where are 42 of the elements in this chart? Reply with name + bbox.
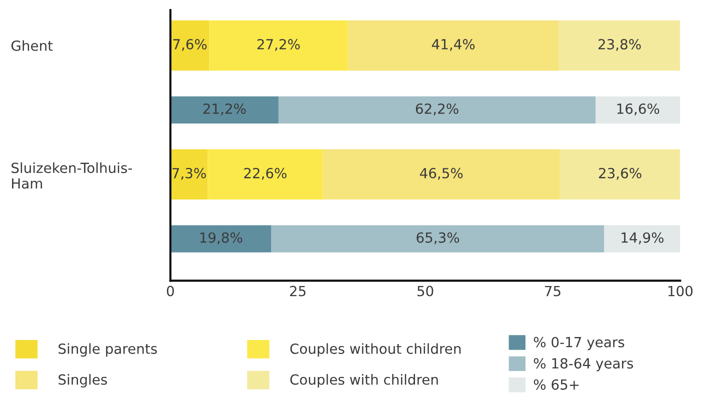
bar xyxy=(322,149,560,200)
bar xyxy=(170,149,208,200)
data-label: 46,5% xyxy=(420,168,463,180)
legend-label: % 65+ xyxy=(534,379,579,390)
data-label: 21,2% xyxy=(203,103,246,116)
data-label: 7,3% xyxy=(172,168,206,180)
data-label: 23,8% xyxy=(598,38,641,51)
bar xyxy=(170,225,272,252)
bar xyxy=(560,149,680,200)
y-tick-label: Sluizeken-Tolhuis-Ham xyxy=(12,162,132,189)
legend-label: % 0-17 years xyxy=(534,336,624,350)
bar xyxy=(170,20,210,71)
legend-label: % 18-64 years xyxy=(534,358,634,372)
legend-label: Couples with children xyxy=(290,374,438,388)
bar xyxy=(604,225,680,252)
x-tick-label: 0 xyxy=(166,286,174,296)
data-label: 23,6% xyxy=(598,168,642,180)
y-tick-label: Ghent xyxy=(11,40,53,51)
data-label: 65,3% xyxy=(416,232,460,244)
x-tick-label: 25 xyxy=(290,286,306,296)
data-label: 41,4% xyxy=(432,38,475,51)
legend-label: Singles xyxy=(58,374,107,388)
data-label: 19,8% xyxy=(200,232,242,244)
data-label: 27,2% xyxy=(257,38,300,51)
bar xyxy=(209,20,348,71)
data-label: 62,2% xyxy=(416,103,458,116)
data-label: 7,6% xyxy=(173,38,207,51)
x-tick-label: 50 xyxy=(418,286,434,296)
bar xyxy=(558,20,680,71)
bar xyxy=(596,96,680,124)
bar xyxy=(348,20,559,71)
bar xyxy=(271,225,604,252)
legend-label: Couples without children xyxy=(290,343,461,357)
legend-label: Single parents xyxy=(58,343,157,357)
bar xyxy=(278,96,596,124)
bar xyxy=(208,149,323,200)
data-label: 22,6% xyxy=(244,168,287,180)
x-tick-label: 100 xyxy=(668,286,693,296)
bar xyxy=(170,96,278,124)
x-tick-label: 75 xyxy=(545,286,560,296)
data-label: 14,9% xyxy=(622,232,664,244)
data-label: 16,6% xyxy=(617,103,660,116)
